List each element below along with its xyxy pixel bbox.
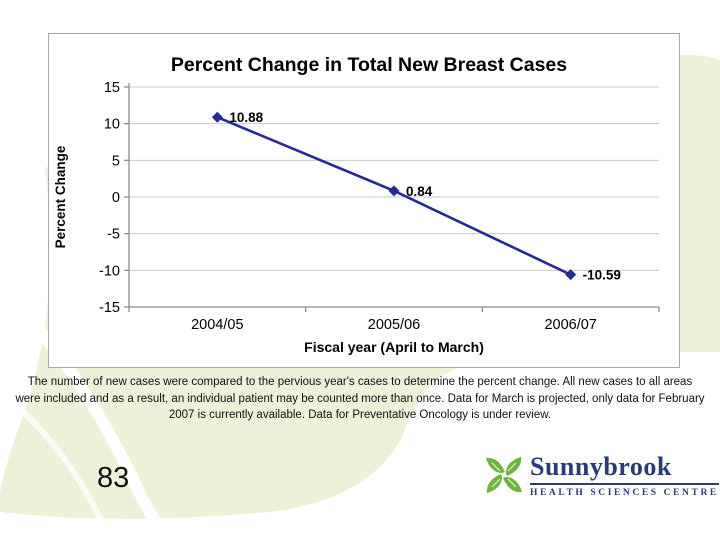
y-tick-label: -10: [99, 263, 120, 279]
y-tick-label: -15: [99, 300, 120, 316]
background-swoosh-1: [3, 293, 175, 540]
y-tick-label: 10: [104, 117, 120, 133]
x-axis-title: Fiscal year (April to March): [304, 339, 484, 355]
logo-divider: [530, 483, 719, 485]
data-point-label: -10.59: [583, 268, 621, 283]
line-chart: Percent Change in Total New Breast Cases…: [53, 54, 660, 355]
data-point-label: 0.84: [406, 184, 433, 199]
chart-panel: Percent Change in Total New Breast Cases…: [48, 33, 680, 368]
y-tick-label: -5: [107, 227, 120, 243]
x-category-label: 2005/06: [368, 317, 420, 333]
note-text: The number of new cases were compared to…: [15, 376, 705, 422]
x-category-label: 2004/05: [191, 317, 243, 333]
chart-title: Percent Change in Total New Breast Cases: [171, 54, 567, 76]
background-swoosh-2: [0, 387, 113, 540]
data-point-label: 10.88: [229, 110, 263, 125]
logo-wordmark: Sunnybrook: [530, 452, 672, 481]
y-axis-title: Percent Change: [53, 145, 68, 248]
y-tick-label: 0: [112, 190, 120, 206]
y-tick-label: 15: [104, 80, 120, 96]
data-point-marker: [388, 185, 400, 197]
logo-subtitle: HEALTH SCIENCES CENTRE: [530, 488, 719, 498]
data-point-marker: [565, 269, 577, 281]
logo-text-block: Sunnybrook HEALTH SCIENCES CENTRE: [530, 454, 719, 498]
y-tick-label: 5: [112, 153, 120, 169]
page-number: 83: [97, 462, 130, 494]
sunnybrook-logo: Sunnybrook HEALTH SCIENCES CENTRE: [484, 454, 719, 498]
data-point-marker: [211, 111, 223, 123]
x-category-label: 2006/07: [544, 317, 596, 333]
leaf-icon: [486, 457, 522, 493]
